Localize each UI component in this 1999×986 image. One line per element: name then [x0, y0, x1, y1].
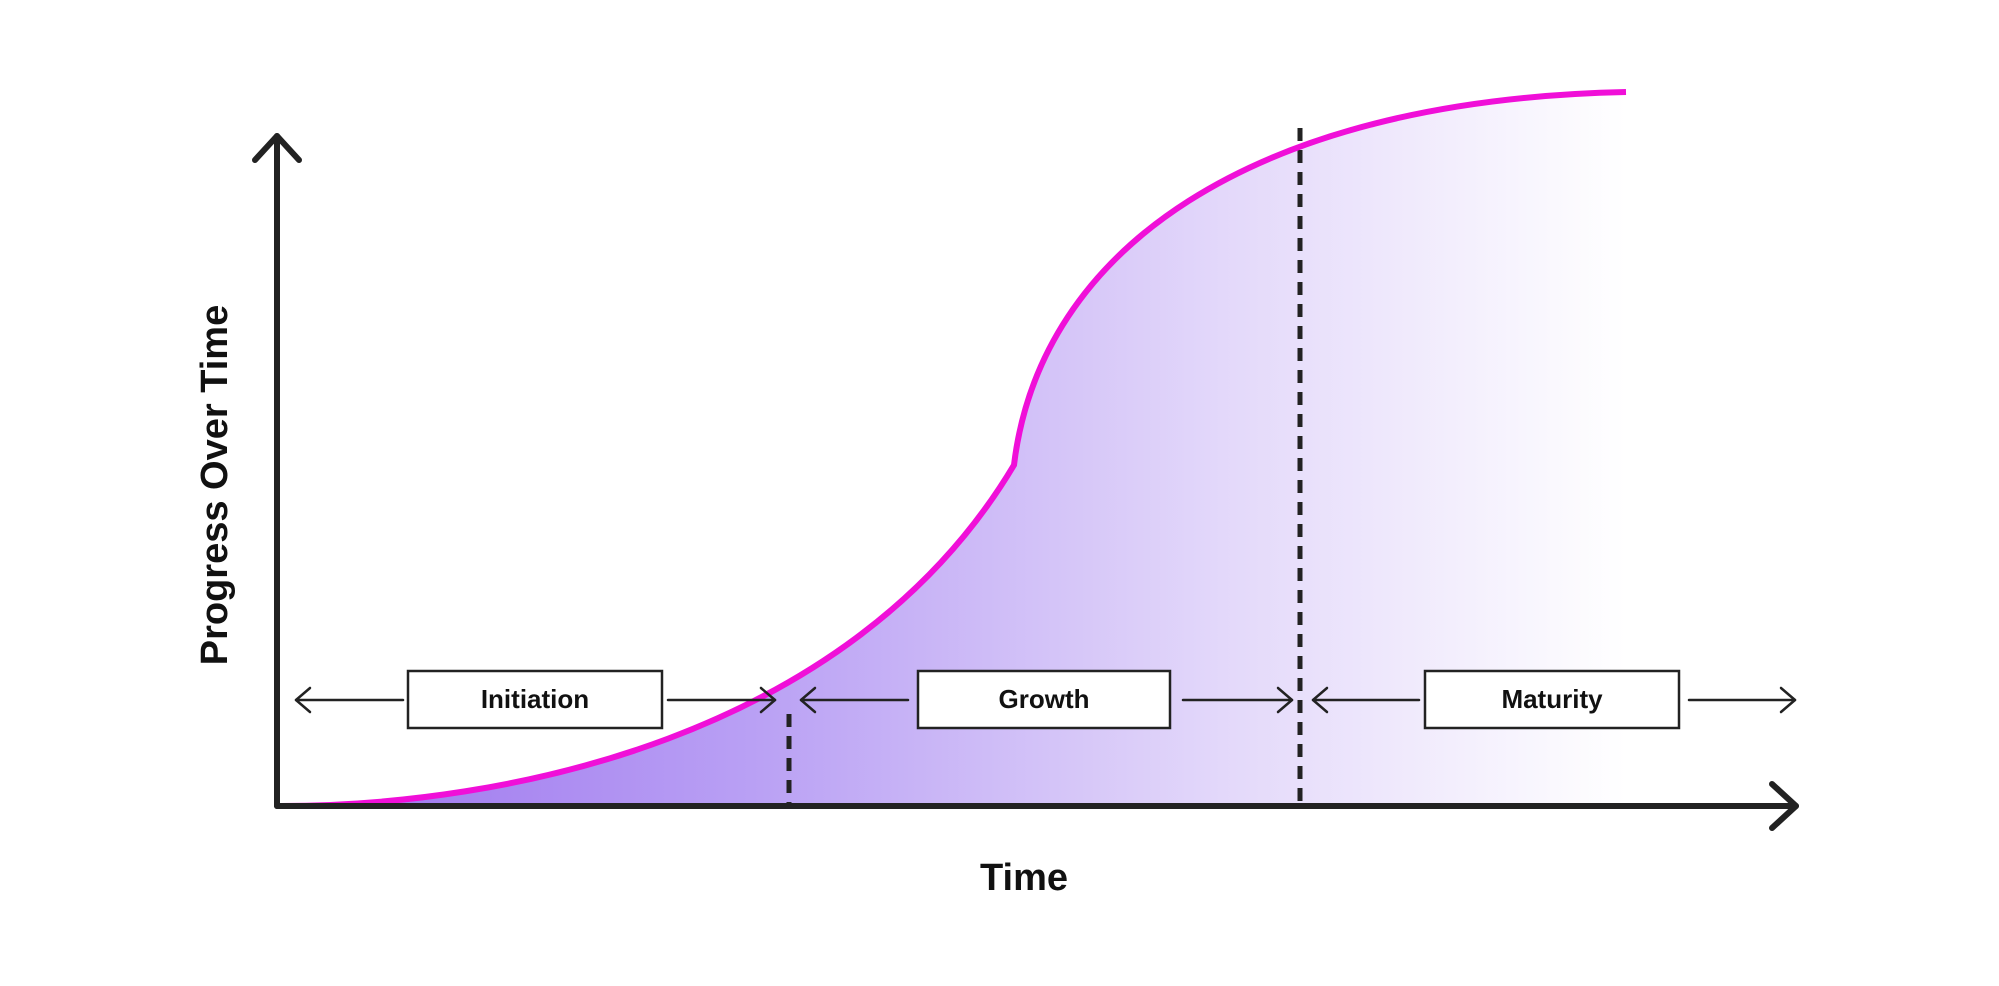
axes — [252, 133, 1799, 831]
phase-label: Initiation — [481, 684, 589, 714]
phase-label: Growth — [999, 684, 1090, 714]
phase-arrows — [294, 686, 1797, 714]
s-curve — [280, 89, 1627, 809]
phase-label: Maturity — [1501, 684, 1603, 714]
curve-area — [281, 92, 1626, 806]
y-axis-label: Progress Over Time — [194, 305, 236, 665]
x-axis-label: Time — [980, 857, 1068, 899]
phase-boxes — [406, 669, 1681, 730]
